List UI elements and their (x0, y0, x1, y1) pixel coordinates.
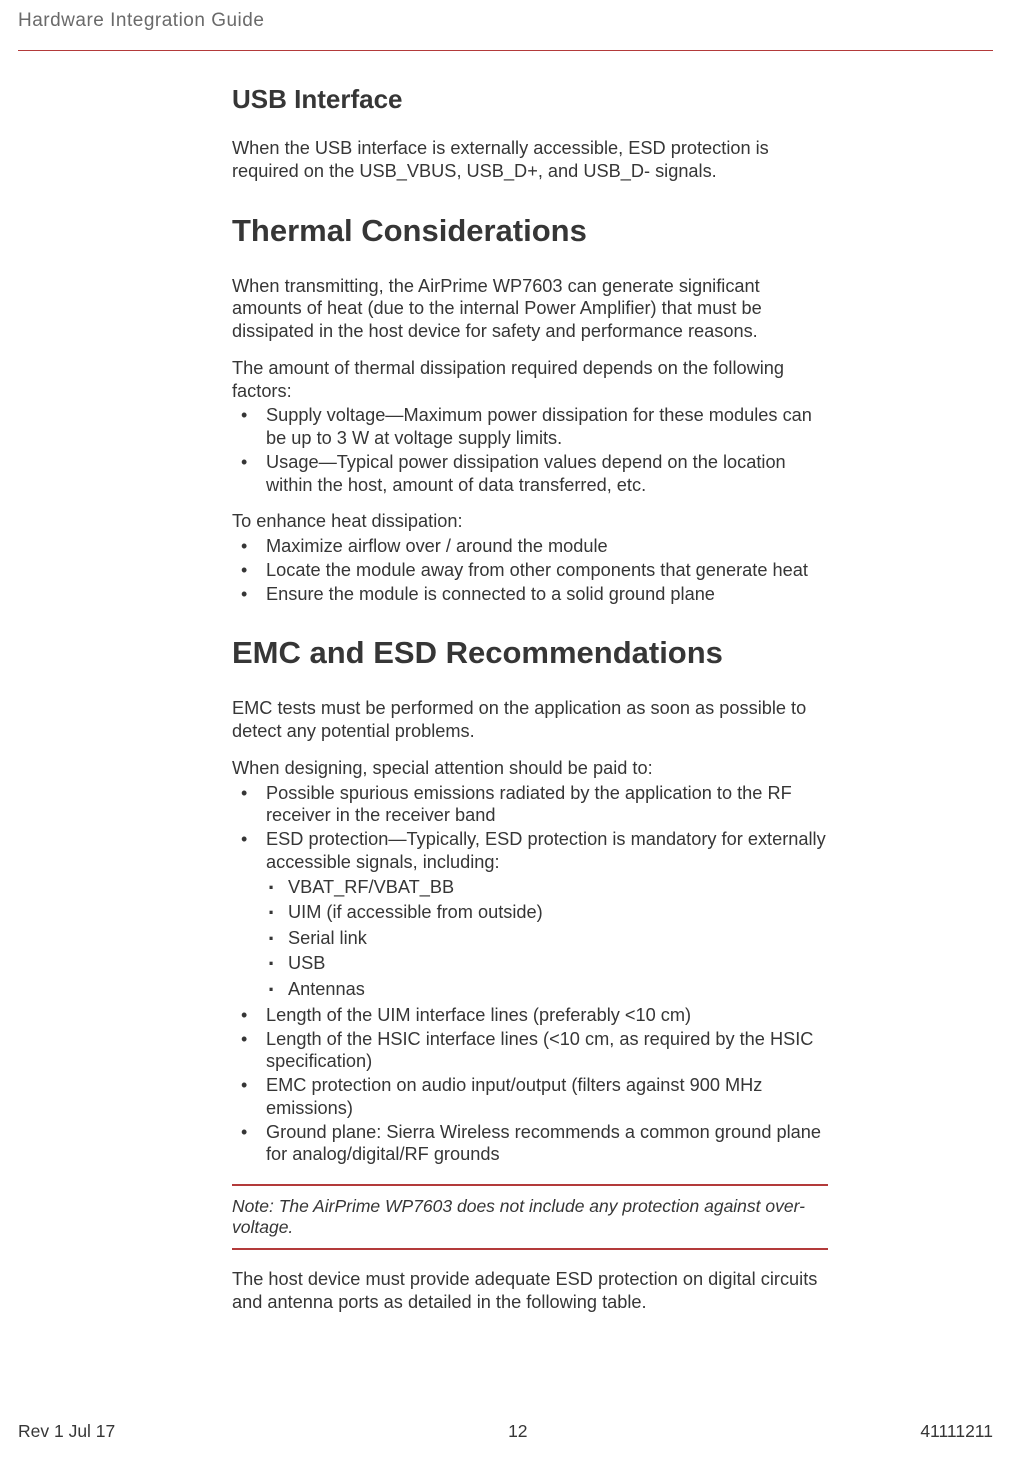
list-item: Locate the module away from other compon… (232, 559, 828, 582)
heading-usb-interface: USB Interface (232, 84, 828, 115)
heading-thermal: Thermal Considerations (232, 213, 828, 249)
thermal-list-2: Maximize airflow over / around the modul… (232, 535, 828, 605)
sub-list-item: VBAT_RF/VBAT_BB (266, 876, 828, 900)
thermal-list-1: Supply voltage—Maximum power dissipation… (232, 404, 828, 496)
list-item: Usage—Typical power dissipation values d… (232, 451, 828, 497)
sub-list-item: UIM (if accessible from outside) (266, 901, 828, 925)
footer-page-number: 12 (508, 1421, 527, 1442)
page-footer: Rev 1 Jul 17 12 41111211 (18, 1421, 993, 1442)
note-block: Note: The AirPrime WP7603 does not inclu… (232, 1184, 828, 1250)
emc-p2: When designing, special attention should… (232, 757, 828, 780)
doc-header: Hardware Integration Guide (18, 10, 264, 32)
list-item: Maximize airflow over / around the modul… (232, 535, 828, 558)
page-content: USB Interface When the USB interface is … (232, 84, 828, 1328)
note-text: Note: The AirPrime WP7603 does not inclu… (232, 1192, 828, 1242)
list-item: Ground plane: Sierra Wireless recommends… (232, 1121, 828, 1167)
list-item: Length of the HSIC interface lines (<10 … (232, 1028, 828, 1074)
list-item: Possible spurious emissions radiated by … (232, 782, 828, 828)
sub-list-item: Serial link (266, 927, 828, 951)
usb-paragraph: When the USB interface is externally acc… (232, 137, 828, 183)
footer-doc-number: 41111211 (920, 1421, 993, 1442)
list-item: EMC protection on audio input/output (fi… (232, 1074, 828, 1120)
list-item: Ensure the module is connected to a soli… (232, 583, 828, 606)
thermal-p2: The amount of thermal dissipation requir… (232, 357, 828, 403)
heading-emc: EMC and ESD Recommendations (232, 635, 828, 671)
footer-rev: Rev 1 Jul 17 (18, 1421, 115, 1442)
list-item: ESD protection—Typically, ESD protection… (232, 828, 828, 1002)
sub-list-item: Antennas (266, 978, 828, 1002)
emc-list: Possible spurious emissions radiated by … (232, 782, 828, 1167)
emc-sub-list: VBAT_RF/VBAT_BB UIM (if accessible from … (266, 876, 828, 1002)
emc-p1: EMC tests must be performed on the appli… (232, 697, 828, 743)
note-rule-bottom (232, 1248, 828, 1250)
list-item: Length of the UIM interface lines (prefe… (232, 1004, 828, 1027)
sub-list-item: USB (266, 952, 828, 976)
thermal-p1: When transmitting, the AirPrime WP7603 c… (232, 275, 828, 343)
list-item-text: ESD protection—Typically, ESD protection… (266, 829, 826, 872)
note-rule-top (232, 1184, 828, 1186)
list-item: Supply voltage—Maximum power dissipation… (232, 404, 828, 450)
header-rule (18, 50, 993, 51)
thermal-p3: To enhance heat dissipation: (232, 510, 828, 533)
emc-p3: The host device must provide adequate ES… (232, 1268, 828, 1314)
